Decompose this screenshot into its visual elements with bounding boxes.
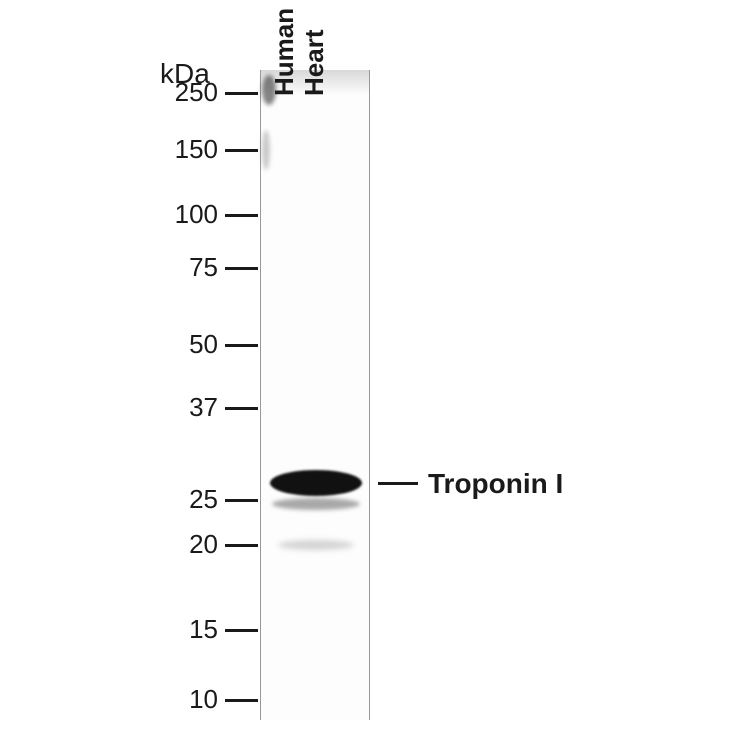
mw-label: 10 <box>189 684 218 715</box>
band-troponin-main <box>270 470 362 496</box>
mw-tick <box>225 92 258 95</box>
mw-tick <box>225 214 258 217</box>
mw-tick <box>225 499 258 502</box>
mw-tick <box>225 407 258 410</box>
blot-figure: Human Heart kDa 25015010075503725201510 … <box>0 0 750 750</box>
mw-tick <box>225 267 258 270</box>
mw-tick <box>225 544 258 547</box>
mw-label: 75 <box>189 252 218 283</box>
lane-smudge <box>262 130 270 170</box>
band-troponin-shadow <box>272 498 360 510</box>
mw-label: 15 <box>189 614 218 645</box>
lane-label-line2: Heart <box>299 30 330 96</box>
mw-tick <box>225 629 258 632</box>
mw-label: 150 <box>175 134 218 165</box>
mw-tick <box>225 149 258 152</box>
annotation-label: Troponin I <box>428 468 563 500</box>
mw-label: 25 <box>189 484 218 515</box>
mw-tick <box>225 699 258 702</box>
lane-label-line1: Human <box>269 8 300 96</box>
mw-tick <box>225 344 258 347</box>
band-faint-20 <box>278 540 354 550</box>
annotation-line <box>378 482 418 485</box>
mw-label: 250 <box>175 77 218 108</box>
mw-label: 37 <box>189 392 218 423</box>
mw-label: 20 <box>189 529 218 560</box>
blot-lane <box>260 70 370 720</box>
mw-label: 100 <box>175 199 218 230</box>
mw-label: 50 <box>189 329 218 360</box>
